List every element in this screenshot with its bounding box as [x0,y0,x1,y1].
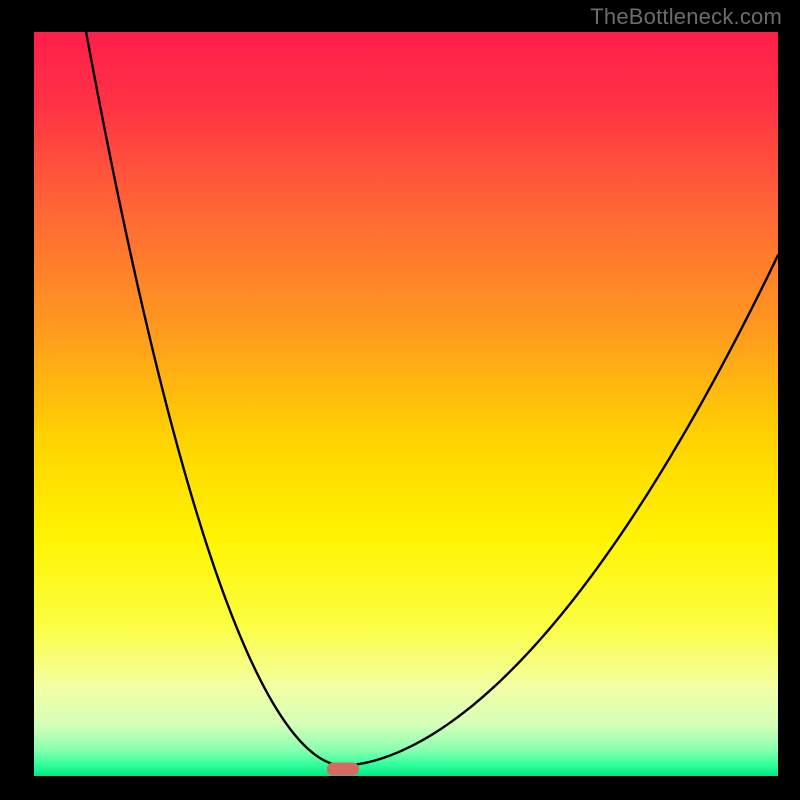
plot-area [34,32,778,776]
bottleneck-curve [34,32,778,776]
optimum-marker [327,762,359,775]
watermark-text: TheBottleneck.com [590,4,782,30]
